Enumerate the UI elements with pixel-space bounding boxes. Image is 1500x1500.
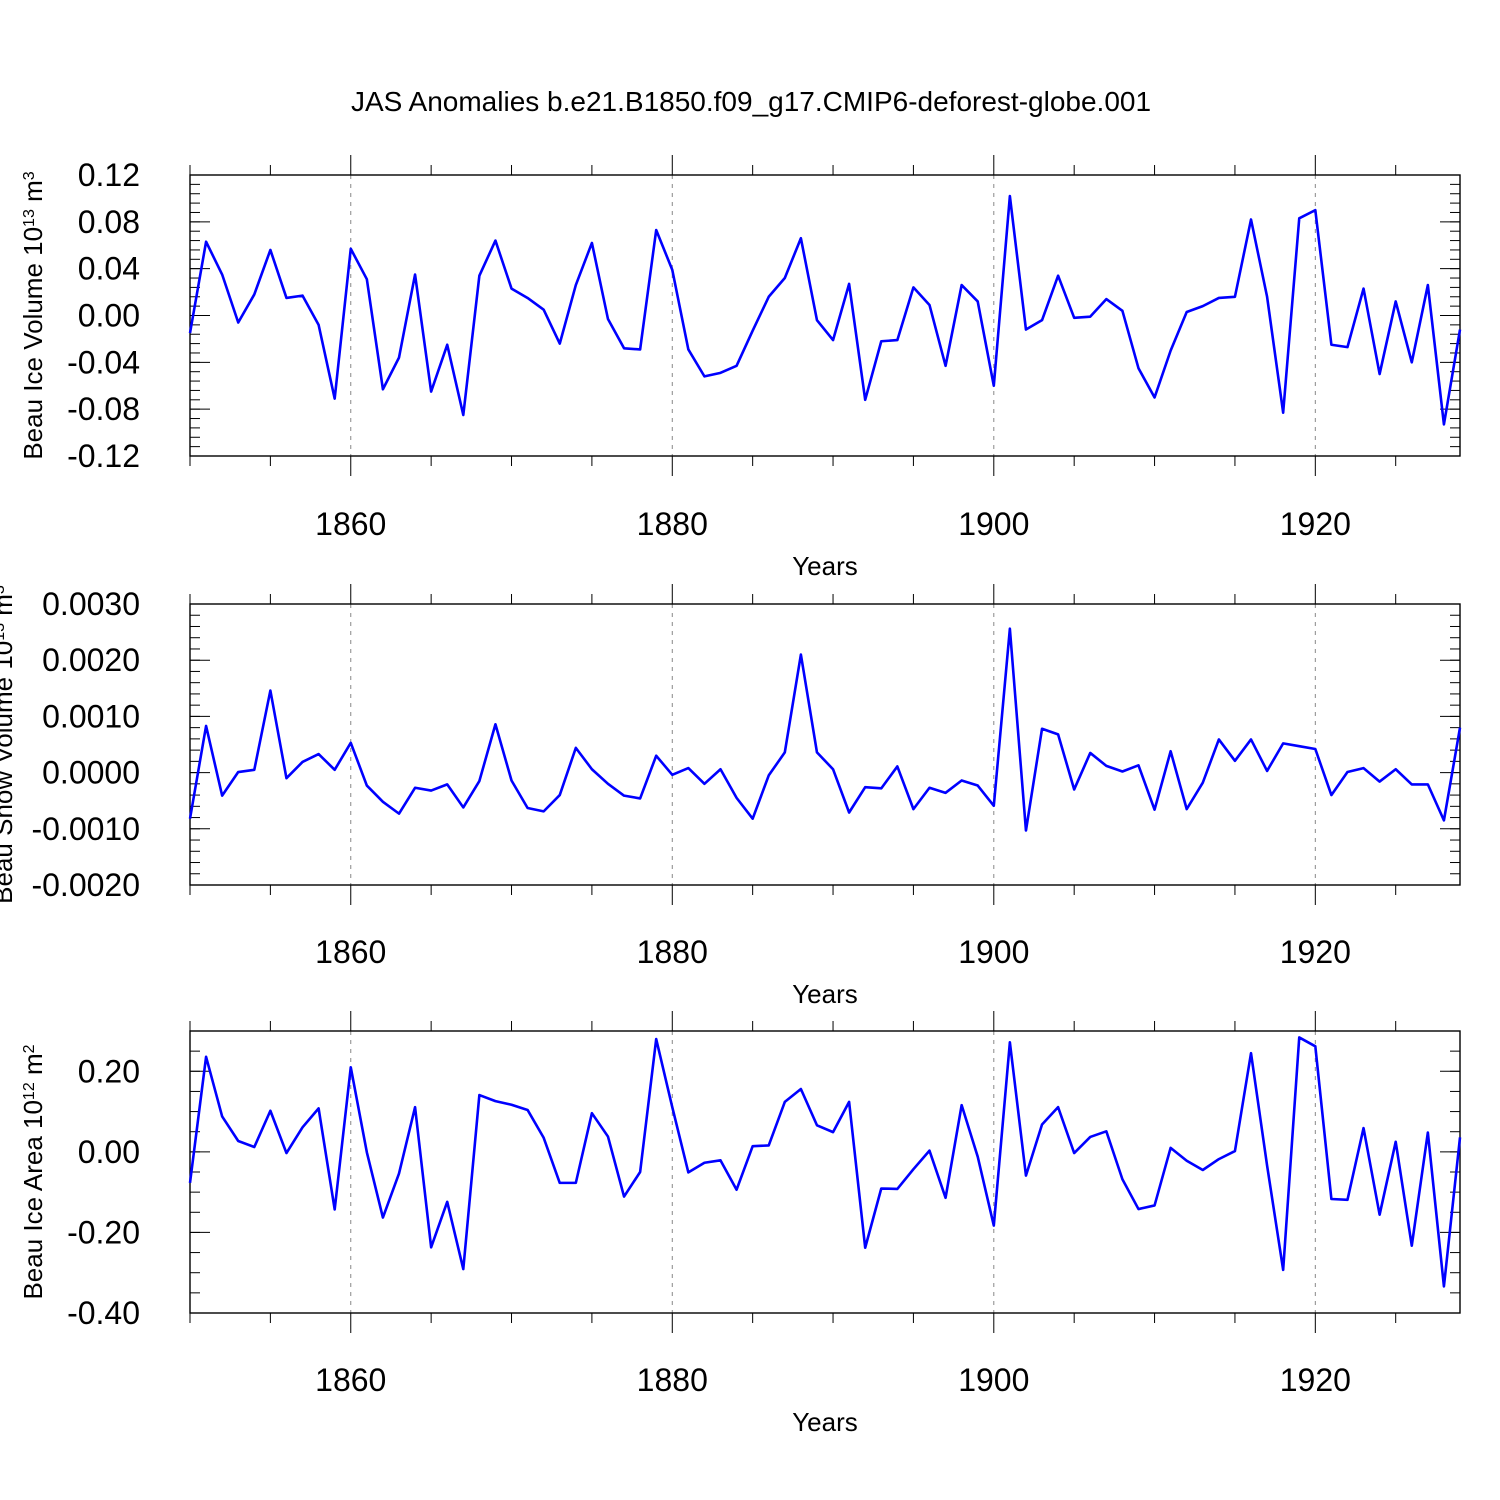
y-tick-label: -0.0020 xyxy=(31,867,140,903)
x-tick-label: 1900 xyxy=(958,506,1029,542)
y-tick-label: 0.00 xyxy=(78,298,140,334)
x-tick-label: 1920 xyxy=(1280,934,1351,970)
y-axis-label-superscript: 12 xyxy=(21,1082,38,1100)
x-axis-label: Years xyxy=(792,1407,858,1437)
x-tick-label: 1880 xyxy=(637,1362,708,1398)
x-axis-label: Years xyxy=(792,551,858,581)
y-tick-label: 0.0030 xyxy=(42,586,140,622)
x-tick-label: 1880 xyxy=(637,934,708,970)
y-axis-label: Beau Ice Volume 1013 m3 xyxy=(18,171,48,459)
x-axis-label: Years xyxy=(792,979,858,1009)
y-tick-label: 0.0010 xyxy=(42,698,140,734)
figure-title: JAS Anomalies b.e21.B1850.f09_g17.CMIP6-… xyxy=(351,86,1151,117)
data-series-line xyxy=(188,627,1462,832)
y-axis-label-text: m xyxy=(18,1053,48,1082)
y-tick-label: 0.20 xyxy=(78,1053,140,1089)
y-tick-label: -0.12 xyxy=(67,438,140,474)
x-tick-label: 1920 xyxy=(1280,1362,1351,1398)
y-axis-label-superscript: 13 xyxy=(0,623,8,641)
y-tick-label: -0.08 xyxy=(67,391,140,427)
y-axis-label-superscript: 3 xyxy=(0,585,8,594)
plot-frame xyxy=(189,1030,1461,1314)
y-axis-label-superscript: 3 xyxy=(21,171,38,180)
y-tick-label: 0.08 xyxy=(78,204,140,240)
y-axis-label-text: Beau Ice Area 10 xyxy=(18,1100,48,1299)
y-tick-label: -0.20 xyxy=(67,1214,140,1250)
x-tick-label: 1860 xyxy=(315,1362,386,1398)
panel-1: 1860 1880 1900 1920 -0.12 -0.08 -0.04 0.00 0.04 0… xyxy=(18,155,1462,581)
y-tick-label: 0.00 xyxy=(78,1134,140,1170)
y-axis-label-text: m xyxy=(0,594,18,623)
y-axis-label-text: m xyxy=(18,180,48,209)
y-axis-label: Beau Snow Volume 1013 m3 xyxy=(0,585,18,904)
data-series-line xyxy=(188,194,1462,426)
y-tick-label: 0.04 xyxy=(78,251,140,287)
panels: 1860 1880 1900 1920 -0.12 -0.08 -0.04 0.00 0.04 0… xyxy=(0,155,1462,1437)
x-tick-label: 1880 xyxy=(637,506,708,542)
x-tick-label: 1860 xyxy=(315,934,386,970)
data-series-line xyxy=(188,1036,1462,1288)
plot-frame xyxy=(189,603,1461,886)
y-axis-label-text: Beau Ice Volume 10 xyxy=(18,227,48,460)
y-axis-label-text: Beau Snow Volume 10 xyxy=(0,641,18,904)
y-axis-label-superscript: 13 xyxy=(21,209,38,227)
x-tick-label: 1860 xyxy=(315,506,386,542)
y-tick-label: -0.0010 xyxy=(31,811,140,847)
y-tick-label: 0.12 xyxy=(78,157,140,193)
y-tick-label: 0.0020 xyxy=(42,642,140,678)
panel-3: 1860 1880 1900 1920 -0.40 -0.20 0.00 0.20 Years B… xyxy=(18,1011,1462,1437)
y-tick-label: -0.04 xyxy=(67,344,140,380)
y-tick-label: -0.40 xyxy=(67,1295,140,1331)
y-axis-label: Beau Ice Area 1012 m2 xyxy=(18,1044,48,1299)
panel-2: 1860 1880 1900 1920 -0.0020 -0.0010 0.0000 0.00… xyxy=(0,584,1462,1009)
x-tick-label: 1920 xyxy=(1280,506,1351,542)
y-axis-label-superscript: 2 xyxy=(21,1044,38,1053)
y-tick-label: 0.0000 xyxy=(42,755,140,791)
x-tick-label: 1900 xyxy=(958,934,1029,970)
x-tick-label: 1900 xyxy=(958,1362,1029,1398)
